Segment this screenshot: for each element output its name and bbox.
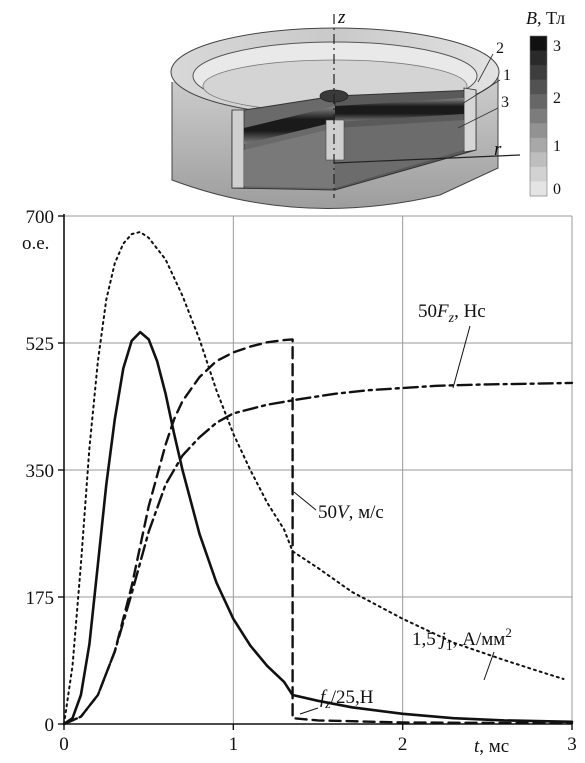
label-fz-unit: /25,Н: [331, 687, 374, 708]
leader-j1: [483, 651, 495, 681]
colorbar-swatch-0: [530, 36, 547, 52]
colorbar-swatch-8: [530, 152, 547, 168]
part-label-3: 3: [501, 94, 509, 111]
label-50Fz-coef: 50: [418, 301, 437, 322]
label-j1-unit: , А/мм: [453, 629, 506, 650]
label-j1-coef: 1,5: [412, 629, 441, 650]
y-tick-label-525: 525: [26, 334, 55, 355]
label-50V-coef: 50: [318, 502, 337, 523]
colorbar-title-unit: , Тл: [537, 8, 565, 28]
x-tick-label-3: 3: [567, 734, 577, 755]
colorbar-tick-3: 3: [553, 38, 561, 55]
colorbar-tick-2: 2: [553, 90, 561, 107]
label-50Fz-unit: , Нс: [454, 301, 486, 322]
label-50Fz-sub: z: [448, 311, 455, 326]
label-j1-sup: 2: [505, 625, 512, 640]
part-label-1: 1: [503, 67, 511, 84]
x-tick-label-0: 0: [59, 734, 69, 755]
field-band-right: [335, 98, 464, 122]
z-axis-label: z: [337, 7, 346, 28]
y-tick-label-0: 0: [45, 715, 55, 736]
central-post: [325, 119, 345, 161]
colorbar: [529, 35, 548, 197]
leader-50V: [293, 491, 317, 511]
grid: [64, 215, 573, 724]
colorbar-swatch-10: [530, 181, 547, 197]
y-axis: 0 175 350 525 700: [26, 207, 65, 736]
colorbar-swatch-7: [530, 137, 547, 153]
series-layer: [62, 231, 574, 726]
colorbar-swatch-6: [530, 123, 547, 139]
series-line-dotted: [63, 231, 565, 725]
series-line-dashdot: [62, 381, 574, 726]
field-band-left: [244, 106, 335, 144]
colorbar-frame: [529, 35, 548, 197]
r-axis-label: r: [494, 139, 502, 160]
y-tick-label-350: 350: [26, 461, 55, 482]
colorbar-title: B, Тл: [526, 8, 565, 28]
lower-region-left: [244, 128, 335, 188]
colorbar-swatch-1: [530, 50, 547, 66]
x-axis-label-symbol: t: [474, 736, 480, 757]
label-j1: 1,5 j1, А/мм2: [412, 625, 512, 654]
field-inset: z r 2 1 3 B, Тл 3 2 1 0: [170, 7, 565, 209]
r-axis-line: [333, 154, 521, 164]
lower-region-right: [335, 120, 464, 188]
colorbar-swatch-3: [530, 79, 547, 95]
colorbar-swatch-5: [530, 108, 547, 124]
label-50Fz-sym: F: [436, 301, 449, 322]
leader-fz: [299, 707, 319, 715]
colorbar-tick-1: 1: [553, 138, 561, 155]
label-50V-sym: V: [337, 502, 351, 523]
x-tick-label-1: 1: [229, 734, 239, 755]
colorbar-tick-0: 0: [553, 181, 561, 198]
y-axis-label: о.е.: [22, 233, 49, 254]
x-tick-label-2: 2: [398, 734, 408, 755]
x-axis-label-unit: , мс: [479, 736, 509, 757]
series-line-solid: [62, 330, 574, 726]
y-tick-label-175: 175: [26, 588, 55, 609]
cut-jacket-left: [231, 109, 245, 189]
label-fz-sym: f: [320, 687, 328, 708]
label-fz: fz/25,Н: [320, 687, 374, 712]
label-j1-sub: 1: [446, 639, 453, 654]
colorbar-swatch-9: [530, 166, 547, 182]
callout-line-3: [457, 107, 499, 129]
callout-line-1: [461, 79, 501, 105]
label-50V: 50V, м/с: [318, 502, 384, 523]
part-label-2: 2: [496, 40, 504, 57]
x-axis-label: t, мс: [474, 736, 509, 757]
y-tick-label-700: 700: [26, 207, 55, 228]
colorbar-swatch-2: [530, 65, 547, 81]
colorbar-title-symbol: B: [526, 8, 537, 28]
label-fz-sub: z: [324, 697, 331, 712]
colorbar-swatch-4: [530, 94, 547, 110]
leader-50Fz: [452, 325, 471, 389]
label-50Fz: 50Fz, Нс: [418, 301, 486, 326]
label-j1-sym: j: [438, 629, 446, 650]
callout-line-2: [477, 53, 494, 83]
label-50V-unit: , м/с: [349, 502, 384, 523]
